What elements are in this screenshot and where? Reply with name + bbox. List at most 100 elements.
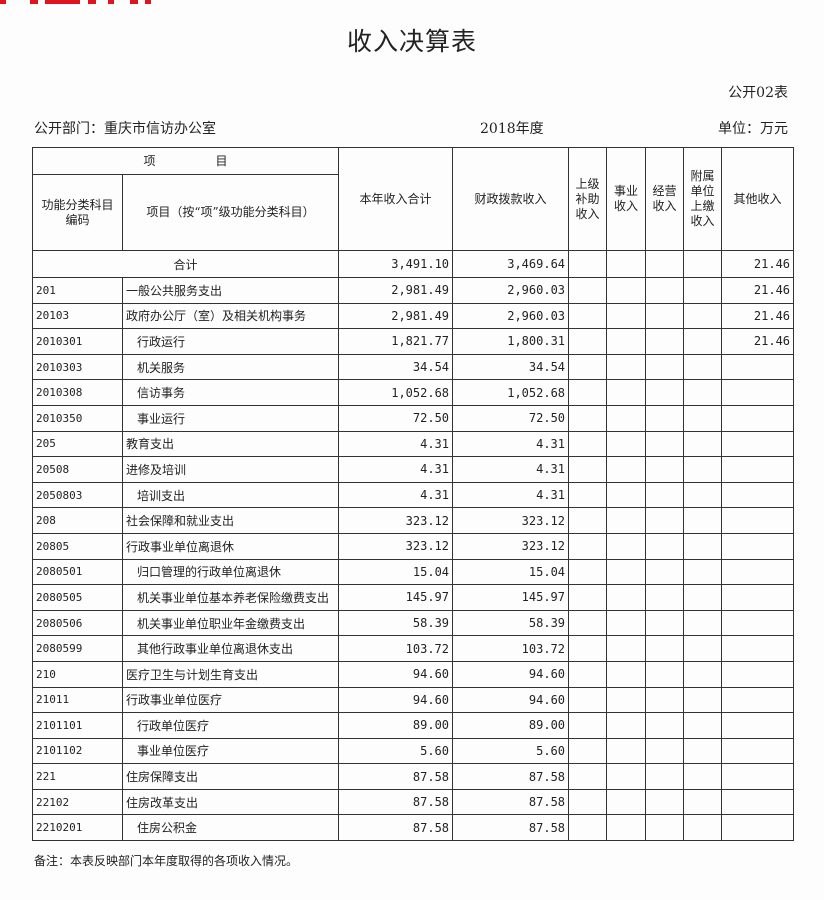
row-total: 72.50 <box>338 404 454 432</box>
table-row: 2101102 事业单位医疗 5.60 5.60 <box>32 737 795 765</box>
row-fiscal: 103.72 <box>452 635 570 662</box>
table-row: 20508 进修及培训 4.31 4.31 <box>32 456 795 483</box>
row-affiliated <box>683 814 723 842</box>
row-business <box>606 532 647 560</box>
row-other <box>721 737 795 765</box>
header-total: 本年收入合计 <box>338 147 454 251</box>
row-operating <box>645 430 685 458</box>
table-row: 2050803 培训支出 4.31 4.31 <box>32 481 795 509</box>
row-total: 4.31 <box>338 456 454 483</box>
row-name: 医疗卫生与计划生育支出 <box>121 660 340 688</box>
row-code: 2080501 <box>32 558 123 586</box>
row-name: 事业单位医疗 <box>121 737 340 765</box>
row-code: 2080505 <box>32 584 123 611</box>
row-total: 323.12 <box>338 532 454 560</box>
form-number: 公开02表 <box>728 85 788 101</box>
row-other <box>721 379 795 406</box>
row-affiliated <box>683 481 723 509</box>
fiscal-year: 2018年度 <box>480 121 544 137</box>
row-other <box>721 404 795 432</box>
table-row: 21011 行政事业单位医疗 94.60 94.60 <box>32 686 795 714</box>
row-superior <box>568 379 608 406</box>
row-fiscal: 34.54 <box>452 353 570 381</box>
row-operating <box>645 507 685 534</box>
row-name: 住房公积金 <box>121 814 340 842</box>
row-operating <box>645 686 685 714</box>
row-other <box>721 507 795 534</box>
row-superior <box>568 660 608 688</box>
row-superior <box>568 558 608 586</box>
row-name: 行政事业单位医疗 <box>121 686 340 714</box>
row-other <box>721 686 795 714</box>
row-affiliated <box>683 788 723 816</box>
row-affiliated <box>683 507 723 534</box>
row-code: 20805 <box>32 532 123 560</box>
table-row: 2010350 事业运行 72.50 72.50 <box>32 404 795 432</box>
row-affiliated <box>683 584 723 611</box>
row-name: 政府办公厅（室）及相关机构事务 <box>121 302 340 330</box>
row-fiscal: 94.60 <box>452 686 570 714</box>
table-row: 22102 住房改革支出 87.58 87.58 <box>32 788 795 816</box>
row-business <box>606 635 647 662</box>
row-name: 住房保障支出 <box>121 763 340 790</box>
row-operating <box>645 712 685 739</box>
row-other <box>721 532 795 560</box>
row-fiscal: 5.60 <box>452 737 570 765</box>
row-code: 201 <box>32 277 123 304</box>
row-code: 2010301 <box>32 328 123 355</box>
row-fiscal: 4.31 <box>452 456 570 483</box>
row-total: 87.58 <box>338 763 454 790</box>
row-name: 机关事业单位职业年金缴费支出 <box>121 609 340 637</box>
row-other <box>721 558 795 586</box>
row-total: 145.97 <box>338 584 454 611</box>
row-operating <box>645 788 685 816</box>
row-operating <box>645 609 685 637</box>
row-other <box>721 763 795 790</box>
row-name: 教育支出 <box>121 430 340 458</box>
row-total: 94.60 <box>338 686 454 714</box>
row-affiliated <box>683 353 723 381</box>
row-other <box>721 353 795 381</box>
row-code: 20103 <box>32 302 123 330</box>
row-code: 2050803 <box>32 481 123 509</box>
header-affiliated: 附属单位上缴收入 <box>683 147 723 251</box>
row-affiliated <box>683 456 723 483</box>
row-business <box>606 763 647 790</box>
row-other <box>721 788 795 816</box>
row-name: 机关事业单位基本养老保险缴费支出 <box>121 584 340 611</box>
row-affiliated <box>683 635 723 662</box>
row-fiscal: 323.12 <box>452 507 570 534</box>
row-total: 5.60 <box>338 737 454 765</box>
row-other <box>721 456 795 483</box>
table-row: 2080506 机关事业单位职业年金缴费支出 58.39 58.39 <box>32 609 795 637</box>
row-other <box>721 635 795 662</box>
row-affiliated <box>683 430 723 458</box>
red-header-fragment <box>0 0 160 6</box>
row-name: 其他行政事业单位离退休支出 <box>121 635 340 662</box>
total-total: 3,491.10 <box>338 250 454 278</box>
table-row: 2080505 机关事业单位基本养老保险缴费支出 145.97 145.97 <box>32 584 795 611</box>
row-other <box>721 660 795 688</box>
header-name: 项目（按“项”级功能分类科目） <box>121 174 340 251</box>
header-item-group: 项 目 <box>31 147 340 175</box>
table-row: 2210201 住房公积金 87.58 87.58 <box>32 814 795 842</box>
table-row: 208 社会保障和就业支出 323.12 323.12 <box>32 507 795 534</box>
row-other <box>721 814 795 842</box>
row-total: 15.04 <box>338 558 454 586</box>
row-business <box>606 788 647 816</box>
row-fiscal: 145.97 <box>452 584 570 611</box>
row-business <box>606 686 647 714</box>
row-affiliated <box>683 328 723 355</box>
row-other <box>721 712 795 739</box>
unit: 单位：万元 <box>718 121 788 137</box>
row-operating <box>645 481 685 509</box>
row-affiliated <box>683 660 723 688</box>
row-affiliated <box>683 277 723 304</box>
row-superior <box>568 635 608 662</box>
row-code: 2010308 <box>32 379 123 406</box>
row-business <box>606 609 647 637</box>
total-row: 合计 3,491.10 3,469.64 21.46 <box>31 250 795 278</box>
row-name: 一般公共服务支出 <box>121 277 340 304</box>
row-operating <box>645 584 685 611</box>
row-business <box>606 712 647 739</box>
